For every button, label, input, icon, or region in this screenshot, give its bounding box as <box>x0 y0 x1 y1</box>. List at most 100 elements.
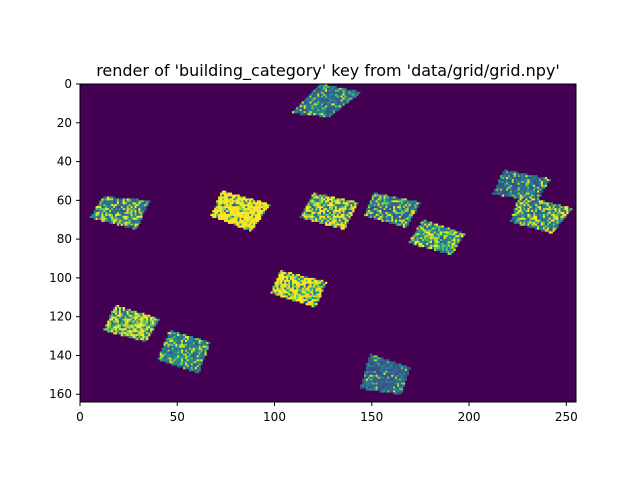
heatmap-cell <box>280 279 283 283</box>
building-patch <box>157 330 211 374</box>
heatmap-cell <box>383 211 386 215</box>
heatmap-cell <box>377 359 380 362</box>
heatmap-cell <box>328 93 332 96</box>
heatmap-cell <box>200 347 203 350</box>
heatmap-cell <box>539 213 542 217</box>
heatmap-cell <box>313 215 316 219</box>
heatmap-cell <box>309 291 312 294</box>
heatmap-cell <box>134 198 137 201</box>
heatmap-cell <box>282 287 285 290</box>
heatmap-cell <box>128 308 131 312</box>
heatmap-cell <box>126 206 129 209</box>
heatmap-cell <box>533 204 536 207</box>
heatmap-cell <box>387 363 390 366</box>
heatmap-cell <box>241 223 244 226</box>
heatmap-cell <box>406 221 409 224</box>
heatmap-cell <box>519 194 522 197</box>
heatmap-cell <box>447 237 450 240</box>
heatmap-cell <box>330 91 334 94</box>
heatmap-cell <box>373 367 376 370</box>
heatmap-cell <box>138 334 141 337</box>
heatmap-cell <box>424 239 427 242</box>
heatmap-cell <box>313 289 316 292</box>
heatmap-cell <box>445 231 448 234</box>
heatmap-cell <box>564 213 567 217</box>
heatmap-cell <box>338 200 341 203</box>
heatmap-cell <box>391 200 394 203</box>
heatmap-cell <box>323 285 326 288</box>
heatmap-cell <box>414 202 417 205</box>
heatmap-cell <box>321 111 324 114</box>
heatmap-cell <box>348 208 351 211</box>
heatmap-cell <box>233 215 236 219</box>
heatmap-cell <box>346 97 349 100</box>
heatmap-cell <box>307 297 310 300</box>
heatmap-cell <box>140 330 143 333</box>
heatmap-cell <box>375 384 378 387</box>
heatmap-cell <box>171 336 174 339</box>
heatmap-cell <box>346 217 349 220</box>
heatmap-cell <box>237 223 240 226</box>
heatmap-cell <box>332 95 336 98</box>
heatmap-cell <box>375 374 378 378</box>
heatmap-cell <box>309 204 312 207</box>
heatmap-cell <box>533 219 536 222</box>
heatmap-cell <box>502 182 505 186</box>
heatmap-cell <box>309 213 312 217</box>
heatmap-cell <box>175 334 178 337</box>
heatmap-cell <box>367 208 371 211</box>
heatmap-cell <box>122 213 125 217</box>
heatmap-cell <box>381 369 384 372</box>
heatmap-cell <box>116 206 120 209</box>
heatmap-cell <box>105 215 108 219</box>
heatmap-cell <box>295 291 299 294</box>
heatmap-cell <box>393 204 396 207</box>
heatmap-cell <box>227 194 231 197</box>
heatmap-cell <box>552 210 555 213</box>
heatmap-cell <box>317 91 320 94</box>
heatmap-cell <box>434 241 437 244</box>
heatmap-cell <box>307 289 310 292</box>
heatmap-cell <box>548 225 551 228</box>
heatmap-cell <box>402 370 406 374</box>
heatmap-cell <box>307 208 310 211</box>
heatmap-cell <box>535 192 538 195</box>
heatmap-cell <box>369 211 373 215</box>
heatmap-cell <box>332 215 336 219</box>
heatmap-cell <box>241 213 244 217</box>
heatmap-cell <box>165 353 168 356</box>
heatmap-cell <box>325 215 328 219</box>
heatmap-cell <box>336 198 339 201</box>
heatmap-cell <box>523 179 526 182</box>
heatmap-cell <box>373 374 376 378</box>
heatmap-cell <box>391 217 394 220</box>
heatmap-cell <box>375 363 378 366</box>
heatmap-cell <box>113 314 116 317</box>
heatmap-cell <box>439 233 443 236</box>
heatmap-cell <box>505 194 509 197</box>
heatmap-cell <box>389 369 392 372</box>
heatmap-cell <box>317 107 320 110</box>
heatmap-cell <box>550 219 553 222</box>
heatmap-cell <box>305 217 308 220</box>
heatmap-cell <box>332 221 336 224</box>
heatmap-cell <box>144 336 147 339</box>
heatmap-cell <box>132 332 135 335</box>
heatmap-cell <box>116 217 120 220</box>
heatmap-cell <box>371 359 374 362</box>
heatmap-cell <box>297 283 301 286</box>
heatmap-cell <box>399 376 402 379</box>
heatmap-cell <box>323 198 326 201</box>
heatmap-cell <box>400 367 404 370</box>
chart-title: render of 'building_category' key from '… <box>96 61 560 81</box>
heatmap-cell <box>542 180 546 184</box>
heatmap-cell <box>344 223 347 226</box>
heatmap-cell <box>293 297 297 300</box>
heatmap-cell <box>507 179 511 182</box>
heatmap-cell <box>113 196 116 199</box>
heatmap-cell <box>381 359 384 362</box>
heatmap-cell <box>126 225 129 228</box>
heatmap-cell <box>535 180 538 184</box>
heatmap-cell <box>342 200 345 203</box>
heatmap-cell <box>336 204 339 207</box>
